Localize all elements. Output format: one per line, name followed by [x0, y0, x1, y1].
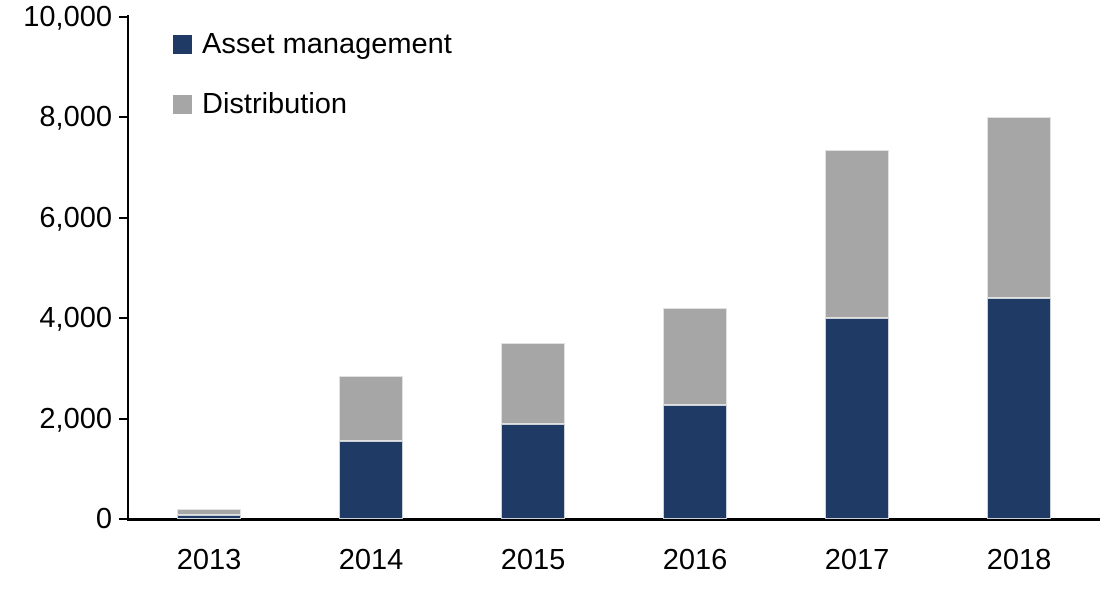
- bar-segment-asset-management-2017: [825, 318, 889, 519]
- bar-segment-asset-management-2016: [663, 405, 727, 519]
- x-axis-tick-label: 2017: [824, 544, 890, 576]
- bar-segment-asset-management-2014: [339, 441, 403, 519]
- legend: Asset management Distribution: [173, 26, 452, 146]
- y-axis-tick-mark: [119, 518, 127, 520]
- y-axis-line: [127, 15, 129, 521]
- y-axis-tick-mark: [119, 417, 127, 420]
- legend-item-distribution: Distribution: [173, 86, 452, 122]
- y-axis-tick-label: 2,000: [39, 402, 112, 435]
- x-axis-tick-label: 2016: [662, 544, 728, 576]
- legend-swatch-icon: [173, 94, 192, 114]
- legend-item-asset-management: Asset management: [173, 26, 452, 62]
- x-axis-tick-label: 2018: [986, 544, 1052, 576]
- y-axis-tick-label: 4,000: [39, 302, 112, 335]
- y-axis-tick-mark: [119, 16, 127, 18]
- y-axis-tick-label: 8,000: [39, 101, 112, 134]
- x-axis-tick-label: 2014: [338, 544, 404, 576]
- bar-segment-distribution-2014: [339, 375, 403, 442]
- bar-segment-asset-management-2013: [177, 515, 241, 519]
- y-axis-tick-label: 6,000: [39, 201, 112, 234]
- x-axis-tick-label: 2015: [500, 544, 566, 576]
- x-axis-tick-label: 2013: [176, 544, 242, 576]
- bar-segment-asset-management-2015: [501, 423, 565, 519]
- y-axis-tick-label: 10,000: [23, 1, 112, 33]
- y-axis-tick-mark: [119, 116, 127, 119]
- x-axis-line: [127, 518, 1100, 521]
- legend-label: Distribution: [202, 87, 348, 120]
- legend-label: Asset management: [202, 27, 452, 60]
- y-axis-tick-mark: [119, 317, 127, 320]
- bar-segment-distribution-2018: [987, 117, 1051, 299]
- y-axis-tick-mark: [119, 216, 127, 219]
- bar-segment-distribution-2015: [501, 343, 565, 424]
- bar-segment-distribution-2013: [177, 509, 241, 515]
- bar-segment-distribution-2016: [663, 308, 727, 406]
- y-axis-tick-label: 0: [95, 503, 112, 535]
- bar-segment-asset-management-2018: [987, 298, 1051, 519]
- bar-segment-distribution-2017: [825, 150, 889, 319]
- legend-swatch-icon: [173, 34, 192, 54]
